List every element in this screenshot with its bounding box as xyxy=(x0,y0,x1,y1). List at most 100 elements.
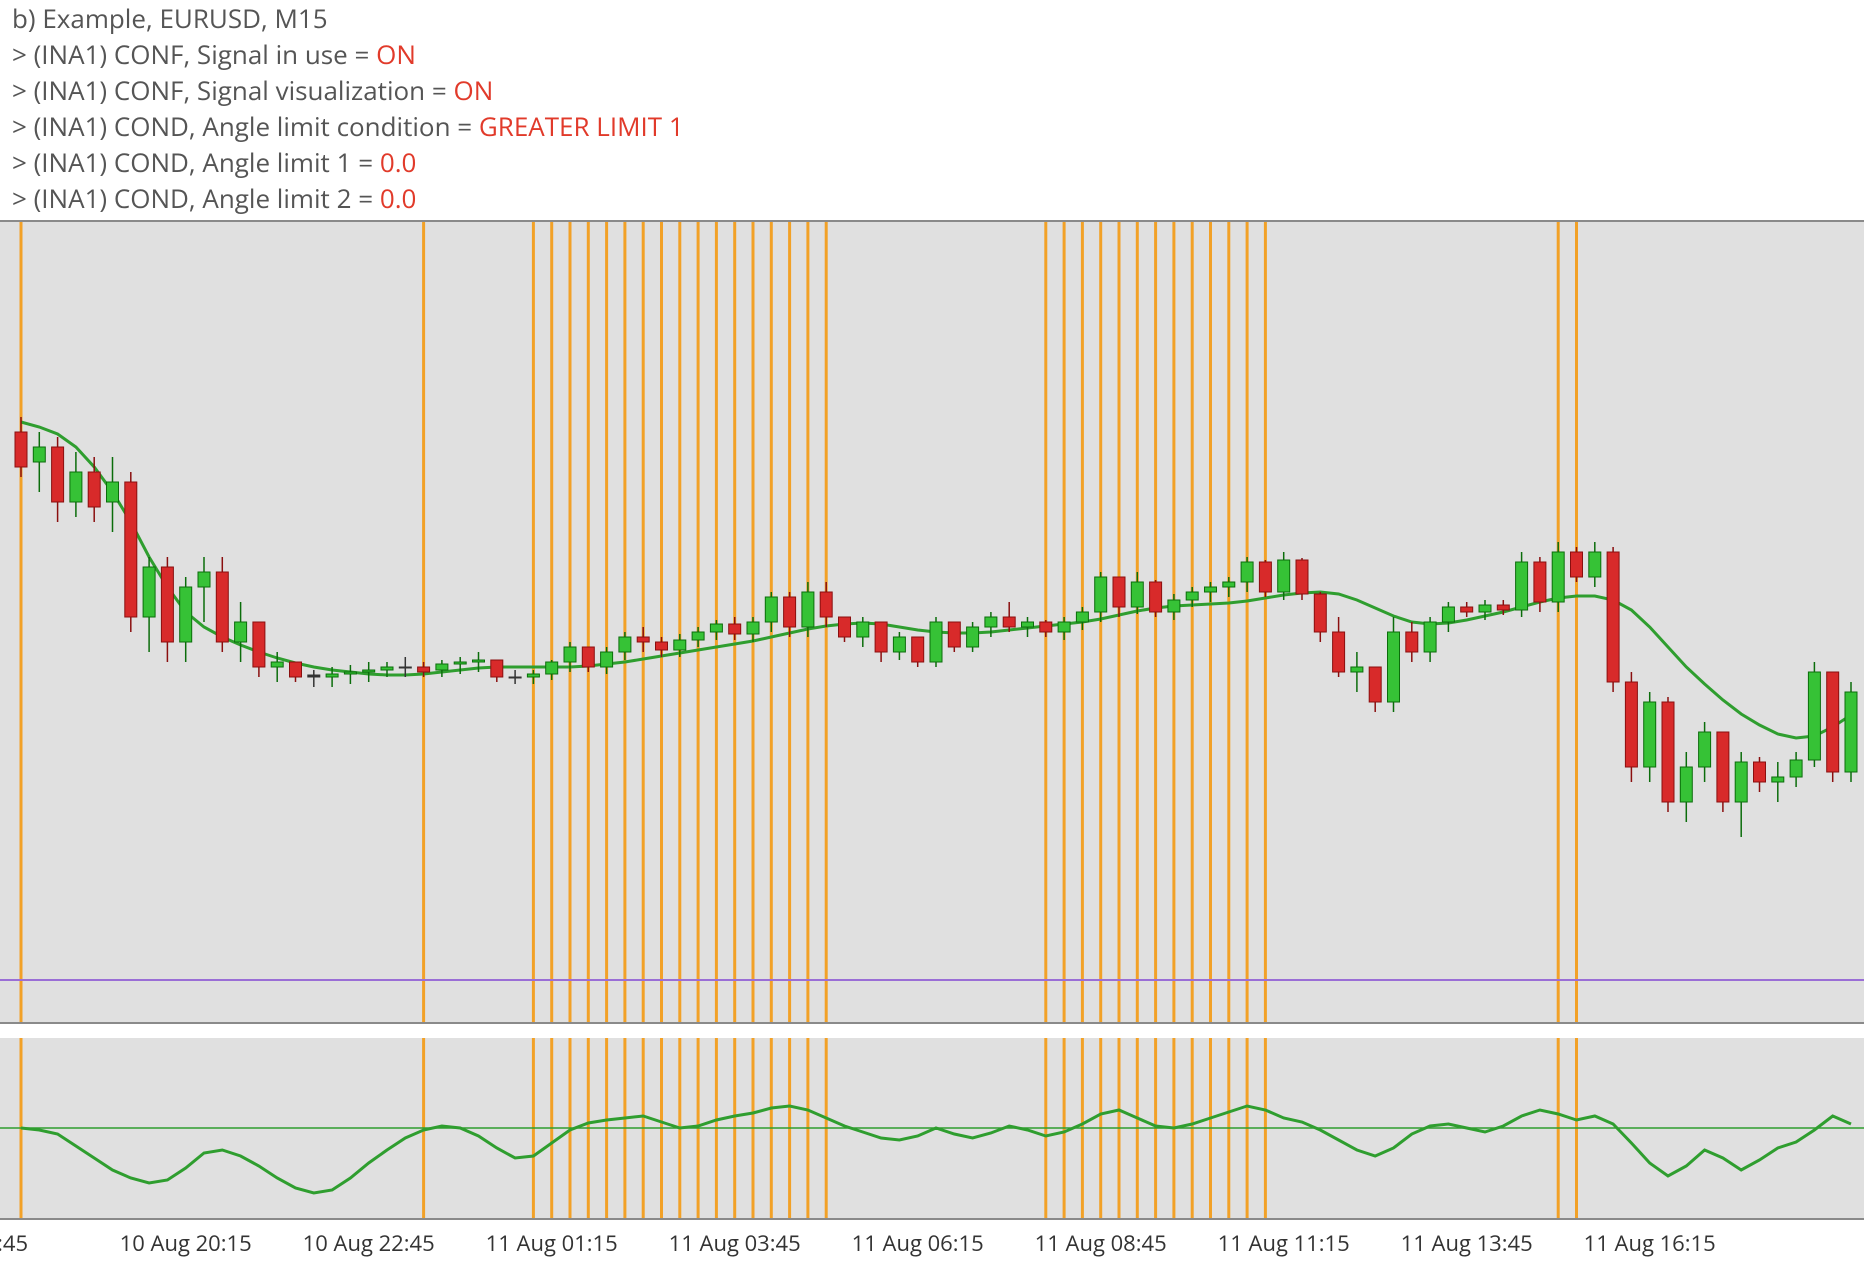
candle-body xyxy=(1022,622,1034,627)
candle-body xyxy=(1589,552,1601,577)
indicator-sub-chart[interactable] xyxy=(0,1038,1864,1220)
header-value-4: 0.0 xyxy=(380,180,417,216)
candle-body xyxy=(418,667,430,672)
candle-body xyxy=(1223,582,1235,587)
candle-body xyxy=(143,567,155,617)
candle-body xyxy=(1644,702,1656,767)
candle-body xyxy=(125,482,137,617)
candle-body xyxy=(784,597,796,627)
candle-body xyxy=(656,642,668,650)
time-axis-label: 10 Aug 20:15 xyxy=(120,1228,252,1258)
candle-body xyxy=(161,567,173,642)
time-axis-label: 11 Aug 13:45 xyxy=(1401,1228,1533,1258)
candle-body xyxy=(765,597,777,622)
candle-body xyxy=(1662,702,1674,802)
candle-body xyxy=(619,637,631,652)
candle-body xyxy=(88,472,100,507)
candle-body xyxy=(710,624,722,632)
candle-body xyxy=(1497,605,1509,610)
candle-body xyxy=(216,572,228,642)
header-value-0: ON xyxy=(376,36,416,72)
time-axis-label: 10 Aug 22:45 xyxy=(303,1228,435,1258)
candle-body xyxy=(912,637,924,662)
candle-body xyxy=(1534,562,1546,602)
candle-body xyxy=(967,627,979,647)
candle-body xyxy=(107,482,119,502)
candle-body xyxy=(546,662,558,674)
candle-body xyxy=(1369,667,1381,702)
time-axis-label: ug 17:45 xyxy=(0,1228,28,1258)
candle-body xyxy=(344,672,356,674)
candle-body xyxy=(198,572,210,587)
candle-body xyxy=(180,587,192,642)
candle-body xyxy=(729,624,741,634)
candle-body xyxy=(1680,767,1692,802)
candle-body xyxy=(1058,622,1070,632)
candle-body xyxy=(399,667,411,668)
candle-body xyxy=(948,622,960,647)
candle-body xyxy=(33,447,45,462)
chart-title: b) Example, EURUSD, M15 xyxy=(12,0,684,36)
candle-body xyxy=(1772,777,1784,782)
candle-body xyxy=(253,622,265,667)
candle-body xyxy=(1479,605,1491,612)
candle-body xyxy=(875,622,887,652)
candle-body xyxy=(1314,594,1326,632)
candle-body xyxy=(985,617,997,627)
candle-body xyxy=(1827,672,1839,772)
candle-body xyxy=(1131,582,1143,607)
candle-body xyxy=(1607,552,1619,682)
candle-body xyxy=(1241,562,1253,582)
candle-body xyxy=(893,637,905,652)
candle-body xyxy=(601,652,613,667)
candle-body xyxy=(857,622,869,637)
candle-body xyxy=(70,472,82,502)
candle-body xyxy=(1278,560,1290,592)
candle-body xyxy=(1717,732,1729,802)
time-axis-label: 11 Aug 08:45 xyxy=(1035,1228,1167,1258)
candle-body xyxy=(820,592,832,617)
candle-body xyxy=(1113,577,1125,607)
candle-body xyxy=(1442,607,1454,622)
candle-body xyxy=(1205,587,1217,592)
time-axis-label: 11 Aug 06:15 xyxy=(852,1228,984,1258)
candle-body xyxy=(1808,672,1820,760)
time-axis-label: 11 Aug 01:15 xyxy=(486,1228,618,1258)
candle-body xyxy=(1168,600,1180,612)
candle-body xyxy=(1424,622,1436,652)
candle-body xyxy=(582,647,594,667)
header-value-2: GREATER LIMIT 1 xyxy=(479,108,684,144)
candle-body xyxy=(52,447,64,502)
candle-body xyxy=(1003,617,1015,627)
candle-body xyxy=(564,647,576,662)
main-price-chart[interactable] xyxy=(0,220,1864,1024)
candle-body xyxy=(1406,632,1418,652)
candle-body xyxy=(509,677,521,678)
candle-body xyxy=(1516,562,1528,610)
time-axis: ug 17:45 10 Aug 20:15 10 Aug 22:45 11 Aug 0… xyxy=(0,1222,1864,1262)
time-axis-label: 11 Aug 16:15 xyxy=(1584,1228,1716,1258)
candle-body xyxy=(1186,592,1198,600)
header-line-1: > (INA1) CONF, Signal visualization = ON xyxy=(12,72,684,108)
header-value-1: ON xyxy=(453,72,493,108)
candle-body xyxy=(747,622,759,634)
candle-body xyxy=(1150,582,1162,612)
candle-body xyxy=(15,432,27,467)
header-value-3: 0.0 xyxy=(380,144,417,180)
candle-body xyxy=(308,675,320,677)
candle-body xyxy=(802,592,814,627)
candle-body xyxy=(326,674,338,677)
candle-body xyxy=(1461,607,1473,612)
candle-body xyxy=(692,632,704,640)
candle-body xyxy=(1790,760,1802,777)
candle-body xyxy=(1259,562,1271,592)
candle-body xyxy=(1040,622,1052,632)
header-line-4: > (INA1) COND, Angle limit 2 = 0.0 xyxy=(12,180,684,216)
candle-body xyxy=(436,664,448,670)
candle-body xyxy=(1571,552,1583,577)
header-line-3: > (INA1) COND, Angle limit 1 = 0.0 xyxy=(12,144,684,180)
candle-body xyxy=(381,667,393,670)
candle-body xyxy=(454,662,466,664)
candle-body xyxy=(1296,560,1308,594)
header-line-2: > (INA1) COND, Angle limit condition = G… xyxy=(12,108,684,144)
